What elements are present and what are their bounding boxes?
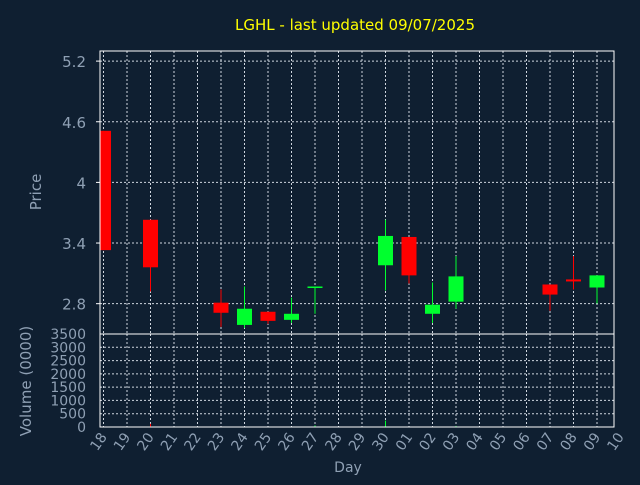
volume-axis-label: Volume (0000) — [17, 326, 35, 436]
volume-tick-label: 2500 — [50, 354, 86, 370]
price-axis-label: Price — [27, 174, 45, 211]
candle-30 — [378, 219, 393, 291]
candle-01 — [401, 236, 417, 284]
candle-body — [213, 302, 229, 313]
volume-tick-label: 3000 — [50, 340, 86, 356]
candle-body — [448, 276, 464, 302]
candle-body — [143, 219, 158, 268]
candle-body — [425, 304, 440, 314]
volume-tick-label: 500 — [59, 407, 86, 423]
candle-27 — [307, 286, 323, 314]
candle-23 — [213, 289, 229, 327]
price-grid — [100, 51, 614, 334]
candle-08 — [566, 256, 581, 290]
x-axis-label: Day — [334, 460, 362, 476]
candle-body — [237, 308, 252, 325]
candle-body — [100, 130, 111, 251]
candlestick-series — [100, 130, 605, 328]
volume-bar-27 — [314, 425, 316, 427]
candle-20 — [143, 219, 158, 292]
candle-02 — [425, 282, 440, 323]
volume-tick-label: 2000 — [50, 367, 86, 383]
volume-bar-30 — [385, 420, 386, 427]
candle-body — [378, 235, 393, 266]
candle-07 — [542, 284, 558, 311]
x-tick-labels: 18 19 20 21 22 23 24 25 26 27 28 29 30 01 02 03 04 05 06 07… — [87, 430, 627, 454]
candle-body — [260, 311, 276, 321]
volume-tick-label: 1500 — [50, 380, 86, 396]
volume-grid — [100, 334, 614, 427]
price-tick-label: 4.6 — [62, 114, 86, 132]
candle-03 — [448, 256, 464, 309]
candle-09 — [589, 275, 605, 304]
volume-tick-label: 1000 — [50, 393, 86, 409]
candle-18 — [100, 130, 111, 251]
candle-body — [307, 286, 323, 288]
candle-body — [589, 275, 605, 288]
price-tick-label: 4 — [76, 174, 86, 192]
price-tick-label: 2.8 — [62, 296, 86, 314]
candle-body — [401, 236, 417, 276]
volume-tick-label: 0 — [77, 420, 86, 436]
candle-body — [566, 279, 581, 282]
price-tick-label: 3.4 — [62, 235, 86, 253]
volume-tick-label: 3500 — [50, 327, 86, 343]
price-tick-label: 5.2 — [62, 53, 86, 71]
volume-panel-frame — [99, 333, 615, 428]
candle-body — [284, 313, 299, 320]
volume-bar-20 — [150, 423, 151, 427]
candle-body — [542, 284, 558, 295]
candle-25 — [260, 311, 276, 324]
price-y-ticks: 2.8 3.4 4 4.6 5.2 — [62, 53, 100, 314]
candle-26 — [284, 297, 299, 323]
volume-bars — [150, 420, 457, 427]
chart-title: LGHL - last updated 09/07/2025 — [235, 16, 475, 34]
candle-24 — [237, 286, 252, 328]
volume-bar-03 — [455, 425, 457, 427]
